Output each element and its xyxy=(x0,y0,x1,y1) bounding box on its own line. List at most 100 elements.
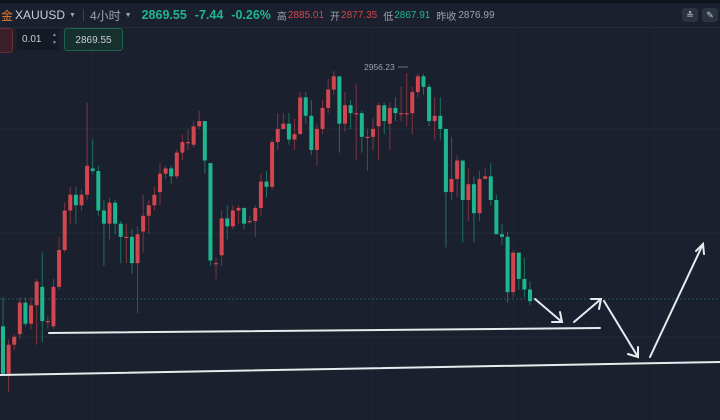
sell-button[interactable] xyxy=(0,28,13,53)
candle xyxy=(443,128,448,248)
candle xyxy=(516,252,521,290)
low-label: 低 xyxy=(383,11,394,23)
candle-body xyxy=(421,76,426,87)
candle xyxy=(45,315,50,329)
align-icon[interactable]: ≛ xyxy=(682,8,698,22)
price-change-percent: -0.26% xyxy=(231,8,271,22)
candle-body xyxy=(438,115,443,129)
candle-body xyxy=(449,178,454,193)
candle-body xyxy=(214,263,219,265)
candle-body xyxy=(354,113,359,115)
candle xyxy=(242,207,247,229)
candle xyxy=(466,168,471,222)
drawings[interactable] xyxy=(0,241,720,376)
candle xyxy=(247,215,252,224)
candle xyxy=(236,205,241,224)
candle xyxy=(365,128,370,172)
candle xyxy=(376,102,381,161)
quantity-stepper-icon[interactable]: ▲ ▼ xyxy=(52,32,57,46)
support-line-upper[interactable] xyxy=(48,327,601,334)
candle-body xyxy=(6,344,11,374)
candle-body xyxy=(135,234,140,264)
candle xyxy=(180,134,185,161)
candle xyxy=(96,165,101,216)
candle-body xyxy=(197,121,202,127)
candle-body xyxy=(219,218,224,256)
candle-body xyxy=(236,207,241,211)
buy-button[interactable]: 2869.55 xyxy=(64,28,123,51)
candle-body xyxy=(483,176,488,179)
candle xyxy=(410,86,415,135)
candle-body xyxy=(471,184,476,214)
timeframe-dropdown-caret-icon[interactable]: ▼ xyxy=(124,11,132,19)
candle xyxy=(477,171,482,222)
candle-body xyxy=(432,115,437,122)
open-value: 2877.35 xyxy=(341,9,378,21)
candle-body xyxy=(309,115,314,150)
candle xyxy=(157,163,162,206)
candle-body xyxy=(455,160,460,179)
grid xyxy=(0,28,720,420)
max-price-label: 2956.23 xyxy=(364,62,395,72)
candle-body xyxy=(376,105,381,127)
pencil-icon[interactable]: ✎ xyxy=(702,8,718,22)
arrow-up-1[interactable] xyxy=(573,298,603,323)
candle-body xyxy=(1,326,5,374)
candle-body xyxy=(499,234,504,237)
candle xyxy=(152,186,157,211)
candle xyxy=(57,236,62,290)
candle xyxy=(208,163,213,266)
candle xyxy=(51,278,56,329)
timeframe-selector[interactable]: 4小时 xyxy=(89,8,121,23)
candle xyxy=(113,200,118,235)
candle-body xyxy=(113,202,118,224)
candle xyxy=(432,97,437,140)
candle xyxy=(186,128,191,150)
candle-body xyxy=(460,160,465,200)
candle xyxy=(471,176,476,243)
candle xyxy=(197,110,202,129)
arrow-up-2[interactable] xyxy=(649,241,705,358)
candle xyxy=(101,200,106,266)
candle xyxy=(427,84,432,127)
candle xyxy=(404,73,409,127)
candle xyxy=(230,205,235,229)
candle-body xyxy=(180,142,185,153)
quantity-input[interactable]: 0.01 ▲ ▼ xyxy=(17,29,59,50)
candle xyxy=(382,102,387,135)
candle-body xyxy=(387,107,392,124)
symbol-dropdown-caret-icon[interactable]: ▼ xyxy=(69,11,76,19)
candle-body xyxy=(466,184,471,200)
candle-body xyxy=(191,126,196,145)
arrow-down-1[interactable] xyxy=(534,298,564,323)
candle xyxy=(342,92,347,132)
candle-body xyxy=(505,236,510,293)
candle-body xyxy=(511,252,516,293)
candle xyxy=(275,113,280,150)
support-line-lower[interactable] xyxy=(0,361,720,376)
candle xyxy=(264,171,269,198)
candle xyxy=(6,339,11,393)
candle-body xyxy=(427,86,432,122)
gold-symbol-icon: 金 xyxy=(1,8,14,23)
candle xyxy=(202,121,207,174)
candle-body xyxy=(292,134,297,140)
candle-body xyxy=(258,181,263,208)
candle xyxy=(23,297,28,327)
candle-body xyxy=(225,218,230,227)
candle-body xyxy=(393,107,398,114)
symbol-selector[interactable]: XAUUSD xyxy=(15,8,66,22)
candle-body xyxy=(79,194,84,206)
arrow-down-2[interactable] xyxy=(603,300,639,359)
candle xyxy=(85,102,90,200)
candle xyxy=(174,150,179,179)
candle xyxy=(326,78,331,114)
candle xyxy=(528,281,532,306)
candle xyxy=(90,139,95,174)
candle-body xyxy=(12,336,17,345)
candle-body xyxy=(247,221,252,223)
candle xyxy=(320,100,325,135)
candle-body xyxy=(202,121,207,161)
candle-body xyxy=(443,128,448,193)
